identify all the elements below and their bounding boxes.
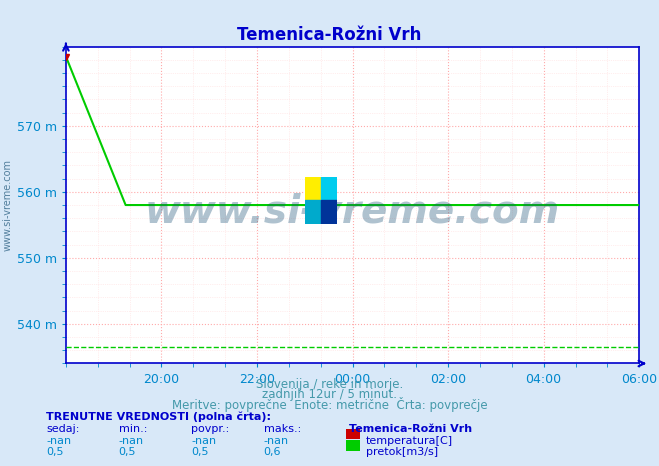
Text: zadnjih 12ur / 5 minut.: zadnjih 12ur / 5 minut. xyxy=(262,388,397,401)
Text: Temenica-Rožni Vrh: Temenica-Rožni Vrh xyxy=(349,424,473,434)
Text: -nan: -nan xyxy=(119,436,144,445)
Bar xyxy=(321,200,337,224)
Text: Slovenija / reke in morje.: Slovenija / reke in morje. xyxy=(256,378,403,391)
Text: -nan: -nan xyxy=(264,436,289,445)
Text: -nan: -nan xyxy=(46,436,71,445)
Bar xyxy=(305,200,321,224)
Text: www.si-vreme.com: www.si-vreme.com xyxy=(145,192,560,230)
Text: min.:: min.: xyxy=(119,424,147,434)
Text: 0,5: 0,5 xyxy=(119,447,136,457)
Text: sedaj:: sedaj: xyxy=(46,424,80,434)
Text: pretok[m3/s]: pretok[m3/s] xyxy=(366,447,438,457)
Text: Meritve: povprečne  Enote: metrične  Črta: povprečje: Meritve: povprečne Enote: metrične Črta:… xyxy=(172,397,487,412)
Bar xyxy=(321,177,337,200)
Text: povpr.:: povpr.: xyxy=(191,424,229,434)
Text: www.si-vreme.com: www.si-vreme.com xyxy=(3,159,13,251)
Text: 0,5: 0,5 xyxy=(46,447,64,457)
Text: Temenica-Rožni Vrh: Temenica-Rožni Vrh xyxy=(237,26,422,44)
Text: temperatura[C]: temperatura[C] xyxy=(366,436,453,445)
Bar xyxy=(305,177,321,200)
Text: TRENUTNE VREDNOSTI (polna črta):: TRENUTNE VREDNOSTI (polna črta): xyxy=(46,411,271,422)
Text: 0,5: 0,5 xyxy=(191,447,209,457)
Text: 0,6: 0,6 xyxy=(264,447,281,457)
Text: maks.:: maks.: xyxy=(264,424,301,434)
Text: -nan: -nan xyxy=(191,436,216,445)
